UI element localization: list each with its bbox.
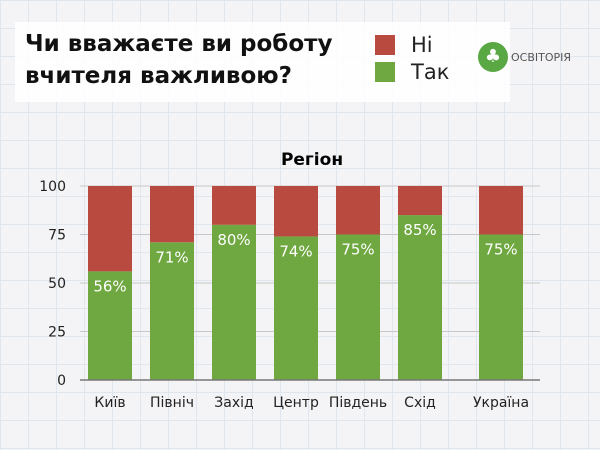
legend-item-ni: Ні — [375, 33, 433, 57]
bar-Так — [479, 234, 523, 380]
tree-icon: ♣ — [478, 42, 508, 72]
legend-label: Ні — [411, 33, 433, 57]
header-panel — [15, 22, 510, 102]
x-tick-label: Захід — [214, 395, 253, 411]
bar-Ні — [479, 186, 523, 235]
title-line-1: Чи вважаєте ви роботу — [25, 31, 333, 57]
y-tick-label: 25 — [48, 325, 66, 341]
bar-Так — [336, 234, 380, 380]
page-title: Чи вважаєте ви роботу вчителя важливою? — [25, 28, 332, 92]
x-tick-label: Південь — [329, 395, 387, 411]
data-label: 71% — [155, 248, 188, 266]
y-tick-label: 0 — [57, 373, 66, 389]
bar-Так — [88, 271, 132, 380]
y-tick-label: 50 — [48, 276, 66, 292]
legend-swatch — [375, 62, 395, 82]
data-label: 75% — [484, 241, 517, 259]
x-tick-label: Центр — [273, 395, 319, 411]
logo: ♣ ОСВІТОРІЯ — [478, 42, 571, 72]
bar-Ні — [212, 186, 256, 225]
bar-Ні — [88, 186, 132, 272]
bar-Так — [150, 242, 194, 380]
bar-Так — [274, 236, 318, 380]
data-label: 75% — [341, 241, 374, 259]
legend-swatch — [375, 35, 395, 55]
x-tick-label: Київ — [94, 395, 125, 411]
data-label: 85% — [403, 221, 436, 239]
bar-Ні — [336, 186, 380, 235]
x-tick-label: Україна — [473, 395, 529, 411]
x-tick-label: Схід — [404, 395, 436, 411]
logo-text: ОСВІТОРІЯ — [511, 50, 572, 64]
bar-Ні — [274, 186, 318, 237]
legend-item-tak: Так — [375, 60, 449, 84]
bar-Ні — [150, 186, 194, 243]
x-tick-label: Північ — [150, 395, 194, 411]
title-line-2: вчителя важливою? — [25, 63, 292, 89]
bar-Ні — [398, 186, 442, 216]
legend-label: Так — [411, 60, 450, 84]
bar-Так — [398, 215, 442, 380]
data-label: 74% — [279, 242, 312, 260]
data-label: 80% — [217, 231, 250, 249]
bar-Так — [212, 224, 256, 380]
y-tick-label: 75 — [48, 228, 66, 244]
y-tick-label: 100 — [39, 179, 66, 195]
chart-title: Регіон — [280, 150, 344, 170]
data-label: 56% — [93, 277, 126, 295]
